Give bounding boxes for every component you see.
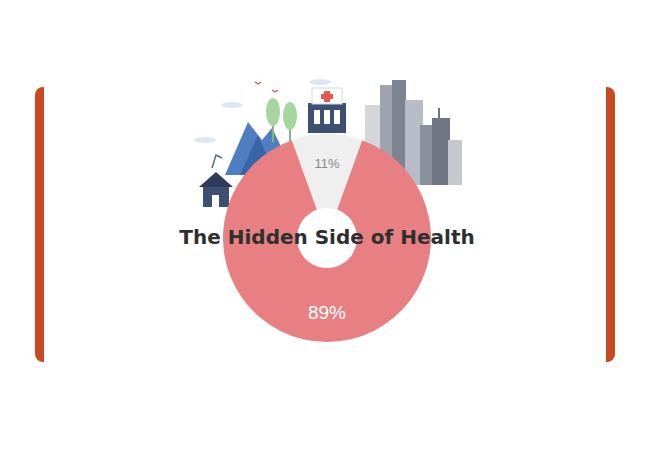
data-label: 89% — [308, 302, 346, 323]
cloud — [221, 102, 243, 108]
roof — [199, 172, 233, 187]
bird — [255, 82, 261, 84]
frame-panel — [44, 87, 606, 362]
cloud — [309, 79, 331, 85]
skyscraper — [432, 118, 450, 185]
hospital — [308, 103, 346, 133]
door — [212, 195, 219, 207]
title: The Hidden Side of Health — [179, 225, 474, 249]
cloud — [194, 137, 216, 143]
tree — [266, 98, 280, 126]
skyscraper — [420, 125, 434, 185]
bird — [272, 90, 278, 92]
house — [203, 185, 229, 207]
frame-bar — [35, 87, 615, 362]
data-label: 11% — [314, 156, 339, 171]
window — [324, 110, 330, 124]
window — [334, 110, 340, 124]
pole — [212, 155, 222, 168]
tree — [283, 102, 297, 130]
hospital-top — [312, 88, 342, 104]
window — [314, 110, 320, 124]
skyscraper — [448, 140, 462, 185]
cross — [321, 94, 333, 99]
canvas: 11% 89% The Hidden Side of Health — [0, 0, 650, 450]
antenna — [438, 108, 440, 118]
